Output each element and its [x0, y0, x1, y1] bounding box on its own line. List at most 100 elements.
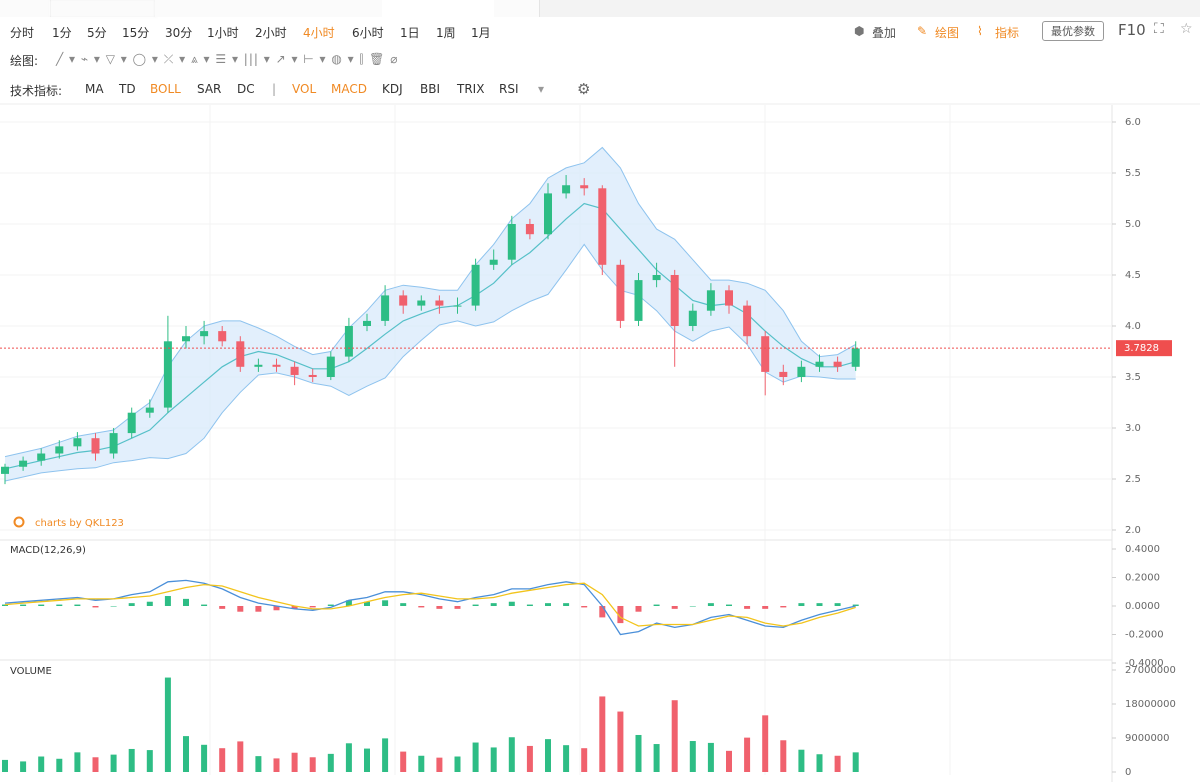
period-option[interactable]: 5分	[87, 26, 107, 40]
candle-body	[851, 348, 860, 367]
macd-line	[4, 579, 856, 636]
volume-bar	[816, 754, 823, 772]
param-button[interactable]: 最优参数	[1042, 21, 1104, 41]
drawing-label: 绘图:	[10, 54, 39, 68]
volume-bar	[74, 752, 81, 772]
candle-body	[73, 438, 82, 447]
indicator-option[interactable]: SAR	[197, 82, 222, 96]
star-icon[interactable]: ☆	[1180, 21, 1193, 37]
macd-histogram-bar	[653, 604, 660, 606]
period-option[interactable]: 1日	[400, 26, 420, 40]
indicator-option[interactable]: BOLL	[150, 82, 181, 96]
macd-histogram-bar	[563, 603, 570, 606]
period-bar: 分时 1分 5分 15分 30分 1小时 2小时 4小时 6小时 1日 1周 1月	[0, 24, 1200, 40]
period-option[interactable]: 4小时	[303, 26, 335, 40]
y-tick-label: 18000000	[1125, 699, 1176, 710]
period-option[interactable]: 30分	[165, 26, 193, 40]
volume-bar	[671, 700, 678, 772]
indicator-option[interactable]: TRIX	[457, 82, 485, 96]
macd-histogram-bar	[237, 606, 244, 612]
indicator-option[interactable]: RSI	[499, 82, 519, 96]
candle-body	[797, 366, 806, 377]
macd-histogram-bar	[689, 606, 696, 607]
candle-body	[652, 275, 661, 281]
volume-bar	[780, 740, 787, 772]
candle-body	[399, 295, 408, 306]
y-tick-label: 9000000	[1125, 733, 1170, 744]
action-button[interactable]: 指标	[995, 26, 1020, 40]
indicator-option[interactable]: VOL	[292, 82, 317, 96]
f10-button[interactable]: F10	[1118, 21, 1146, 39]
candle-body	[435, 300, 444, 306]
macd-histogram-bar	[364, 601, 370, 606]
candle-body	[815, 361, 824, 367]
candle-body	[725, 290, 733, 306]
action-icon: ⌇	[977, 24, 983, 38]
volume-bar	[364, 748, 370, 772]
macd-histogram-bar	[635, 606, 642, 612]
candle-body	[453, 305, 462, 307]
indicator-option[interactable]: KDJ	[382, 82, 403, 96]
band-upper	[4, 146, 856, 458]
volume-bar	[128, 748, 135, 772]
candle-body	[109, 433, 118, 454]
y-tick-label: 5.0	[1125, 219, 1141, 230]
candle-body	[670, 275, 679, 326]
indicator-option[interactable]: MA	[85, 82, 104, 96]
macd-histogram-bar	[255, 606, 262, 612]
indicator-option[interactable]: DC	[237, 82, 255, 96]
candle-body	[525, 224, 534, 235]
period-option[interactable]: 2小时	[255, 26, 287, 40]
volume-bar	[490, 747, 497, 772]
candle-body	[37, 453, 46, 461]
macd-histogram-bar	[545, 603, 551, 606]
action-button[interactable]: 绘图	[935, 26, 960, 40]
candle-body	[417, 300, 426, 306]
macd-histogram-bar	[56, 604, 63, 606]
indicator-option[interactable]: BBI	[420, 82, 441, 96]
volume-bar	[291, 752, 298, 772]
macd-histogram-bar	[309, 606, 316, 608]
period-option[interactable]: 15分	[122, 26, 150, 40]
y-tick-label: 2.5	[1125, 474, 1141, 485]
volume-bar	[834, 755, 841, 772]
period-option[interactable]: 1分	[52, 26, 72, 40]
settings-gear[interactable]: ⚙	[577, 80, 591, 98]
volume-bar	[653, 744, 660, 772]
period-option[interactable]: 1月	[471, 26, 491, 40]
period-option[interactable]: 1周	[436, 26, 456, 40]
tab[interactable]	[494, 0, 540, 17]
period-option[interactable]: 分时	[10, 26, 35, 40]
macd-histogram-bar	[852, 604, 859, 606]
tab-strip	[0, 0, 1200, 17]
indicator-option[interactable]: TD	[119, 82, 136, 96]
candle-body	[580, 185, 589, 189]
period-option[interactable]: 6小时	[352, 26, 384, 40]
volume-bar	[309, 757, 316, 772]
volume-bar	[327, 753, 334, 772]
macd-histogram-bar	[400, 603, 407, 606]
macd-histogram-bar	[436, 606, 443, 609]
macd-histogram-bar	[726, 604, 732, 606]
candle-body	[182, 336, 190, 342]
drawing-tools: ╱ ▾ ⌁ ▾ ▽ ▾ ◯ ▾ ⤫ ▾ ⩓ ▾ ☰ ▾ ||| ▾ ↗ ▾ ⊢ …	[56, 52, 399, 66]
panel-title: VOLUME	[10, 666, 52, 677]
macd-line	[4, 582, 856, 627]
action-button[interactable]: 叠加	[872, 26, 897, 40]
y-tick-label: 6.0	[1125, 117, 1141, 128]
period-option[interactable]: 1小时	[207, 26, 239, 40]
candle-body	[344, 326, 353, 357]
candle-body	[562, 185, 571, 194]
macd-histogram-bar	[581, 606, 588, 608]
volume-bar	[201, 744, 208, 772]
macd-histogram-bar	[291, 606, 298, 609]
candle-body	[544, 193, 552, 235]
dropdown-arrow[interactable]: ▾	[538, 82, 545, 96]
fullscreen-icon[interactable]: ⛶	[1154, 21, 1164, 37]
action-icon: ⬢	[854, 24, 865, 38]
volume-bar	[110, 754, 117, 772]
volume-bar	[38, 756, 45, 772]
indicator-option[interactable]: MACD	[331, 82, 367, 96]
macd-histogram-bar	[671, 606, 678, 609]
candle-body	[706, 290, 715, 311]
